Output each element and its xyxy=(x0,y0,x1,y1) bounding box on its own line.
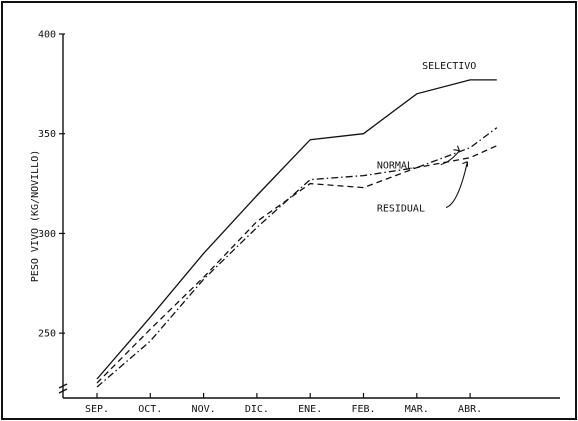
y-tick-label: 400 xyxy=(38,30,56,41)
x-tick-label: ENE. xyxy=(298,404,322,415)
series-label-residual: RESIDUAL xyxy=(377,204,425,215)
series-line-normal xyxy=(96,127,498,388)
series-labels: SELECTIVO NORMAL RESIDUAL xyxy=(377,61,476,215)
y-tick-label: 350 xyxy=(38,129,56,140)
axes xyxy=(58,34,560,399)
series-label-normal: NORMAL xyxy=(377,161,413,172)
x-tick-label: ABR. xyxy=(458,404,482,415)
y-axis-label: PESO VIVO (KG/NOVILLO) xyxy=(30,150,41,282)
y-tick-label: 250 xyxy=(38,329,56,340)
arrow-residual xyxy=(445,161,468,209)
x-tick-label: MAR. xyxy=(405,404,429,415)
x-tick-label: FEB. xyxy=(351,404,375,415)
series-line-selectivo xyxy=(96,79,497,380)
series-label-selectivo: SELECTIVO xyxy=(422,61,476,72)
x-tick-label: SEP. xyxy=(85,404,109,415)
series-line-residual xyxy=(96,145,498,384)
x-tick-label: DIC. xyxy=(245,404,269,415)
x-ticks: SEP. OCT. NOV. DIC. ENE. FEB. MAR. ABR. xyxy=(85,393,482,415)
x-tick-label: OCT. xyxy=(138,404,162,415)
x-tick-label: NOV. xyxy=(192,404,216,415)
y-ticks: 250 300 350 400 xyxy=(38,30,65,340)
series-group xyxy=(96,79,498,388)
axis-break xyxy=(58,383,68,394)
arrow-normal xyxy=(440,145,460,166)
y-tick-label: 300 xyxy=(38,229,56,240)
